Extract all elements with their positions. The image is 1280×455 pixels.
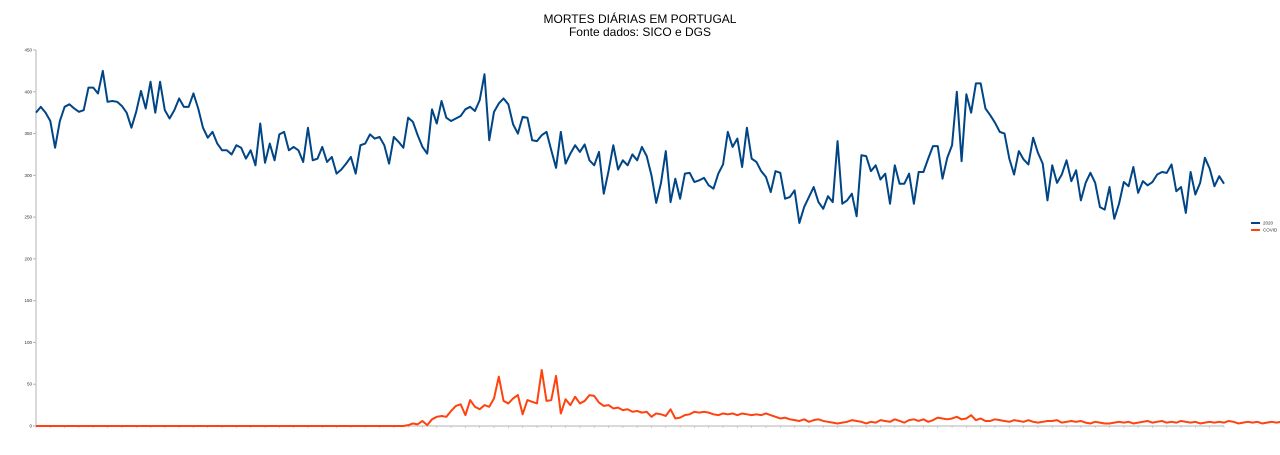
y-tick-label: 50 xyxy=(27,382,33,387)
y-tick-label: 200 xyxy=(24,256,32,261)
y-tick-label: 400 xyxy=(24,89,32,94)
legend-label: 2020 xyxy=(1263,221,1274,226)
y-tick-label: 250 xyxy=(24,215,32,220)
series-group xyxy=(35,69,1280,427)
y-tick-label: 300 xyxy=(24,173,32,178)
y-tick-label: 0 xyxy=(29,424,32,429)
legend-label: COVID xyxy=(1263,228,1278,233)
series-line-deaths-2020 xyxy=(35,69,1225,224)
y-tick-label: 450 xyxy=(24,48,32,53)
legend: 2020 COVID xyxy=(1251,221,1278,233)
y-tick-label: 150 xyxy=(24,298,32,303)
series-line-covid xyxy=(36,369,1280,427)
chart-title: MORTES DIÁRIAS EM PORTUGAL xyxy=(544,11,737,26)
y-tick-label: 350 xyxy=(24,131,32,136)
chart-subtitle: Fonte dados: SICO e DGS xyxy=(569,25,711,39)
y-axis: 0 50 100 150 200 250 300 350 400 450 xyxy=(24,48,37,429)
y-tick-label: 100 xyxy=(24,340,32,345)
